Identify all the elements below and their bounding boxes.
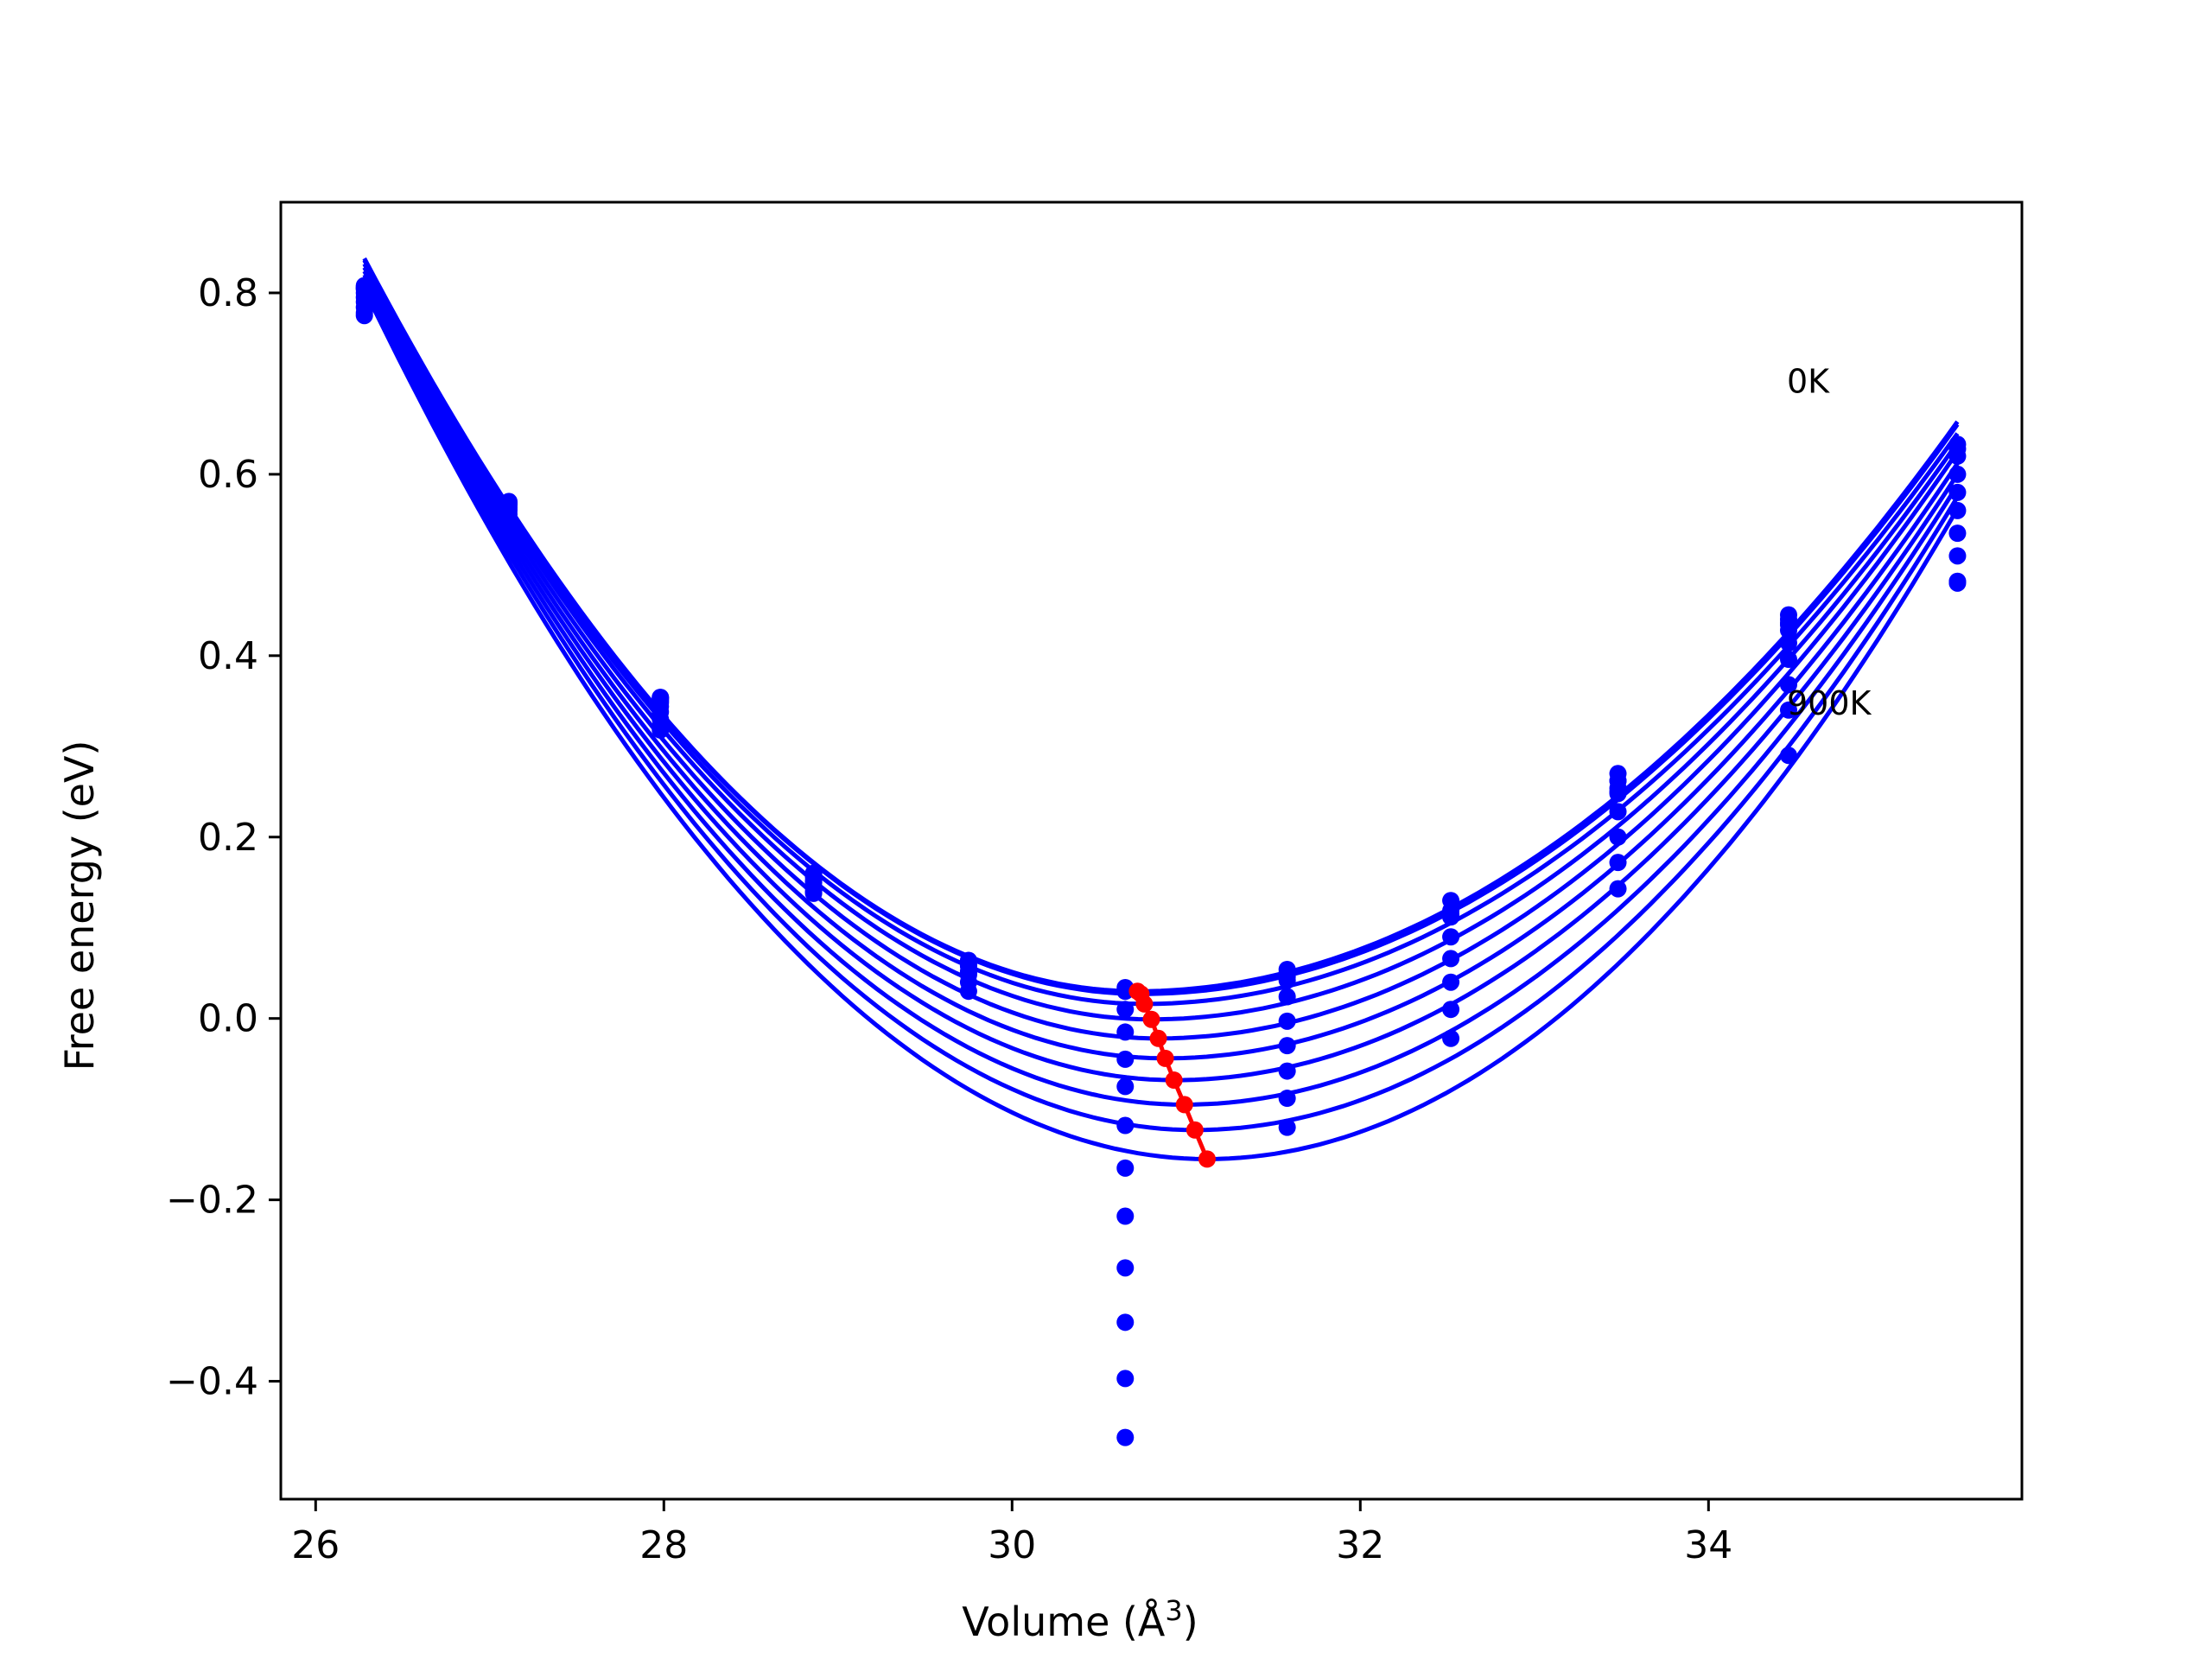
data-point	[1779, 676, 1797, 694]
data-point	[1116, 1001, 1135, 1019]
data-point	[1116, 1077, 1135, 1096]
axes: 26 28 30 32 34 −0.4 −0.2 0.0 0.2 0.4 0.6 0.8	[166, 271, 1732, 1567]
data-point	[1278, 971, 1296, 989]
energy-curve	[362, 281, 1960, 1107]
data-point	[1442, 1029, 1460, 1047]
minimum-line	[1128, 982, 1216, 1168]
annotations: 0K 900K	[1787, 362, 1872, 722]
data-point	[1609, 854, 1627, 872]
data-point	[652, 692, 670, 710]
y-tick-label: 0.2	[198, 816, 258, 860]
minimum-point	[1135, 995, 1154, 1013]
data-point	[1609, 803, 1627, 821]
minimum-point	[1175, 1096, 1193, 1114]
data-point	[1442, 950, 1460, 968]
data-point	[1278, 1118, 1296, 1136]
data-point	[1442, 908, 1460, 926]
data-point	[355, 279, 373, 297]
data-points	[355, 276, 1967, 1446]
data-point	[1278, 988, 1296, 1006]
data-point	[1948, 483, 1967, 501]
data-point	[1779, 651, 1797, 669]
x-tick-label: 28	[639, 1523, 688, 1567]
x-tick-label: 26	[291, 1523, 340, 1567]
y-tick-label: 0.0	[198, 997, 258, 1041]
data-point	[1116, 1023, 1135, 1041]
minimum-point	[1156, 1049, 1174, 1067]
minimum-point	[1185, 1121, 1204, 1139]
data-point	[1442, 973, 1460, 991]
data-point	[1779, 621, 1797, 639]
data-point	[1116, 1428, 1135, 1446]
data-point	[1948, 447, 1967, 465]
data-point	[1779, 634, 1797, 652]
x-tick-label: 32	[1336, 1523, 1384, 1567]
y-tick-label: 0.6	[198, 453, 258, 497]
data-point	[1116, 982, 1135, 1001]
minimum-point	[1142, 1010, 1160, 1028]
data-point	[1278, 1062, 1296, 1080]
x-tick-label: 34	[1684, 1523, 1732, 1567]
data-point	[1116, 1259, 1135, 1277]
data-point	[1948, 574, 1967, 592]
energy-curve	[362, 259, 1960, 996]
data-point	[1116, 1313, 1135, 1332]
temperature-annotation: 0K	[1787, 362, 1830, 400]
data-point	[1116, 1050, 1135, 1068]
y-tick-label: 0.4	[198, 634, 258, 678]
y-tick-label: 0.8	[198, 271, 258, 315]
data-point	[1116, 1207, 1135, 1225]
data-point	[1948, 547, 1967, 565]
energy-curves	[362, 257, 1960, 1161]
energy-curve	[362, 266, 1960, 1022]
data-point	[1948, 465, 1967, 483]
data-point	[1278, 1012, 1296, 1030]
plot-frame	[279, 200, 2024, 1501]
data-point	[1609, 772, 1627, 790]
minimum-point	[1165, 1071, 1183, 1090]
x-axis-label: Volume (Å3)	[962, 1594, 1198, 1645]
data-point	[1442, 1001, 1460, 1019]
minimum-point	[1198, 1150, 1216, 1168]
energy-curve	[362, 288, 1960, 1161]
y-tick-label: −0.2	[166, 1179, 258, 1223]
data-point	[1609, 785, 1627, 803]
data-point	[1779, 701, 1797, 719]
energy-curve	[362, 277, 1960, 1083]
plot-area	[279, 200, 2024, 1501]
data-point	[499, 494, 518, 512]
data-point	[1948, 524, 1967, 543]
data-point	[1278, 1090, 1296, 1108]
data-point	[1442, 892, 1460, 910]
y-tick-label: −0.4	[166, 1360, 258, 1404]
data-point	[959, 982, 977, 1001]
data-point	[1116, 1370, 1135, 1388]
y-axis-label: Free energy (eV)	[56, 741, 103, 1071]
data-point	[804, 884, 823, 902]
data-point	[1116, 1116, 1135, 1135]
data-point	[1609, 880, 1627, 898]
minimum-point	[1149, 1029, 1167, 1047]
temperature-annotation: 900K	[1787, 684, 1872, 722]
data-point	[1948, 501, 1967, 519]
data-point	[1278, 1037, 1296, 1055]
data-point	[1442, 928, 1460, 946]
energy-curve	[362, 263, 1960, 1007]
energy-curve	[362, 284, 1960, 1133]
data-point	[1779, 747, 1797, 765]
x-tick-label: 30	[988, 1523, 1036, 1567]
data-point	[1116, 1159, 1135, 1177]
data-point	[1609, 828, 1627, 846]
